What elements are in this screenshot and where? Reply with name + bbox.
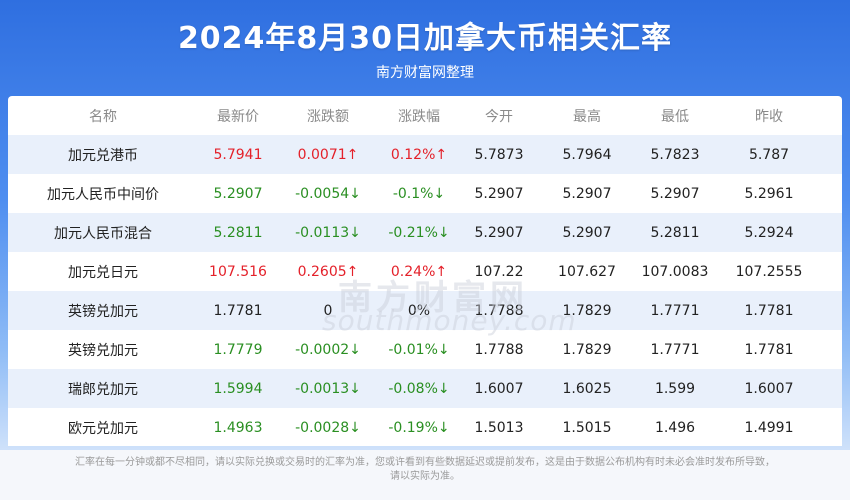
- row-change-pct: 0%: [407, 302, 431, 319]
- row-change-pct: -0.08%↓: [388, 380, 450, 397]
- row-latest: 107.516: [209, 263, 267, 280]
- row-name: 加元人民币混合: [54, 225, 152, 242]
- row-change: -0.0002↓: [295, 341, 361, 358]
- row-change: -0.0113↓: [295, 224, 361, 241]
- row-low: 5.2907: [650, 185, 700, 202]
- row-high: 107.627: [558, 263, 616, 280]
- row-change-pct: -0.19%↓: [388, 419, 450, 436]
- row-change: -0.0013↓: [295, 380, 361, 397]
- row-open: 1.7788: [474, 341, 524, 358]
- disclaimer-line-1: 汇率在每一分钟或都不尽相同，请以实际兑换或交易时的汇率为准，您或许看到有些数据延…: [75, 457, 775, 468]
- page-header: 2024年8月30日加拿大币相关汇率 南方财富网整理: [0, 0, 850, 96]
- row-prev-close: 5.787: [748, 146, 790, 163]
- row-name: 瑞郎兑加元: [68, 381, 138, 398]
- row-low: 107.0083: [641, 263, 709, 280]
- disclaimer-line-2: 请以实际为准。: [390, 471, 460, 482]
- row-high: 1.7829: [562, 302, 612, 319]
- row-prev-close: 107.2555: [735, 263, 803, 280]
- row-latest: 1.4963: [213, 419, 263, 436]
- column-header-prev-close: 昨收: [755, 108, 783, 125]
- row-change: -0.0028↓: [295, 419, 361, 436]
- row-open: 5.7873: [474, 146, 524, 163]
- row-prev-close: 1.4991: [744, 419, 794, 436]
- row-name: 欧元兑加元: [68, 420, 138, 437]
- row-low: 1.7771: [650, 302, 700, 319]
- page-title: 2024年8月30日加拿大币相关汇率: [177, 21, 673, 56]
- disclaimer-footer: 汇率在每一分钟或都不尽相同，请以实际兑换或交易时的汇率为准，您或许看到有些数据延…: [0, 450, 850, 500]
- row-latest: 1.5994: [213, 380, 263, 397]
- row-name: 加元兑日元: [68, 264, 138, 281]
- row-high: 1.6025: [562, 380, 612, 397]
- row-latest: 5.2907: [213, 185, 263, 202]
- row-open: 1.6007: [474, 380, 524, 397]
- column-header-change-pct: 涨跌幅: [398, 108, 440, 125]
- row-high: 1.7829: [562, 341, 612, 358]
- table-row: 加元人民币中间价 5.2907 -0.0054↓ -0.1%↓ 5.2907 5.2907…: [8, 174, 842, 213]
- row-prev-close: 5.2961: [744, 185, 794, 202]
- column-header-name: 名称: [89, 108, 117, 125]
- row-open: 1.7788: [474, 302, 524, 319]
- table-row: 英镑兑加元 1.7781 0 0% 1.7788 1.7829 1.7771 1.7781: [8, 291, 842, 330]
- column-header-latest: 最新价: [217, 108, 259, 125]
- row-change-pct: -0.1%↓: [392, 185, 446, 202]
- row-prev-close: 1.6007: [744, 380, 794, 397]
- table-row: 瑞郎兑加元 1.5994 -0.0013↓ -0.08%↓ 1.6007 1.6025 1.…: [8, 369, 842, 408]
- row-open: 107.22: [474, 263, 524, 280]
- row-low: 1.7771: [650, 341, 700, 358]
- row-change: 0.0071↑: [297, 146, 359, 163]
- row-name: 英镑兑加元: [68, 303, 138, 320]
- row-low: 5.7823: [650, 146, 700, 163]
- row-high: 5.7964: [562, 146, 612, 163]
- column-header-low: 最低: [661, 108, 689, 125]
- row-high: 5.2907: [562, 185, 612, 202]
- row-prev-close: 5.2924: [744, 224, 794, 241]
- row-name: 加元兑港币: [68, 147, 138, 164]
- row-change: 0.2605↑: [297, 263, 359, 280]
- table-row: 加元兑日元 107.516 0.2605↑ 0.24%↑ 107.22 107.627 10…: [8, 252, 842, 291]
- row-high: 1.5015: [562, 419, 612, 436]
- row-latest: 1.7781: [213, 302, 263, 319]
- table-row: 欧元兑加元 1.4963 -0.0028↓ -0.19%↓ 1.5013 1.5015 1.…: [8, 408, 842, 447]
- row-low: 5.2811: [650, 224, 700, 241]
- column-header-high: 最高: [573, 108, 601, 125]
- row-open: 1.5013: [474, 419, 524, 436]
- row-low: 1.496: [654, 419, 696, 436]
- row-change: -0.0054↓: [295, 185, 361, 202]
- row-latest: 5.2811: [213, 224, 263, 241]
- column-header-change: 涨跌额: [307, 108, 349, 125]
- row-change: 0: [323, 302, 333, 319]
- row-prev-close: 1.7781: [744, 341, 794, 358]
- row-prev-close: 1.7781: [744, 302, 794, 319]
- row-change-pct: -0.21%↓: [388, 224, 450, 241]
- row-change-pct: -0.01%↓: [388, 341, 450, 358]
- row-low: 1.599: [654, 380, 696, 397]
- table-row: 加元兑港币 5.7941 0.0071↑ 0.12%↑ 5.7873 5.7964 5.78…: [8, 135, 842, 174]
- row-name: 加元人民币中间价: [47, 186, 159, 203]
- row-name: 英镑兑加元: [68, 342, 138, 359]
- table-header-row: 名称 最新价 涨跌额 涨跌幅 今开 最高 最低 昨收: [8, 96, 842, 135]
- column-header-open: 今开: [485, 108, 513, 125]
- row-open: 5.2907: [474, 224, 524, 241]
- page-subtitle: 南方财富网整理: [376, 65, 474, 81]
- row-open: 5.2907: [474, 185, 524, 202]
- row-high: 5.2907: [562, 224, 612, 241]
- row-latest: 5.7941: [213, 146, 263, 163]
- row-latest: 1.7779: [213, 341, 263, 358]
- row-change-pct: 0.12%↑: [390, 146, 448, 163]
- row-change-pct: 0.24%↑: [390, 263, 448, 280]
- table-row: 加元人民币混合 5.2811 -0.0113↓ -0.21%↓ 5.2907 5.2907…: [8, 213, 842, 252]
- table-row: 英镑兑加元 1.7779 -0.0002↓ -0.01%↓ 1.7788 1.7829 1.…: [8, 330, 842, 369]
